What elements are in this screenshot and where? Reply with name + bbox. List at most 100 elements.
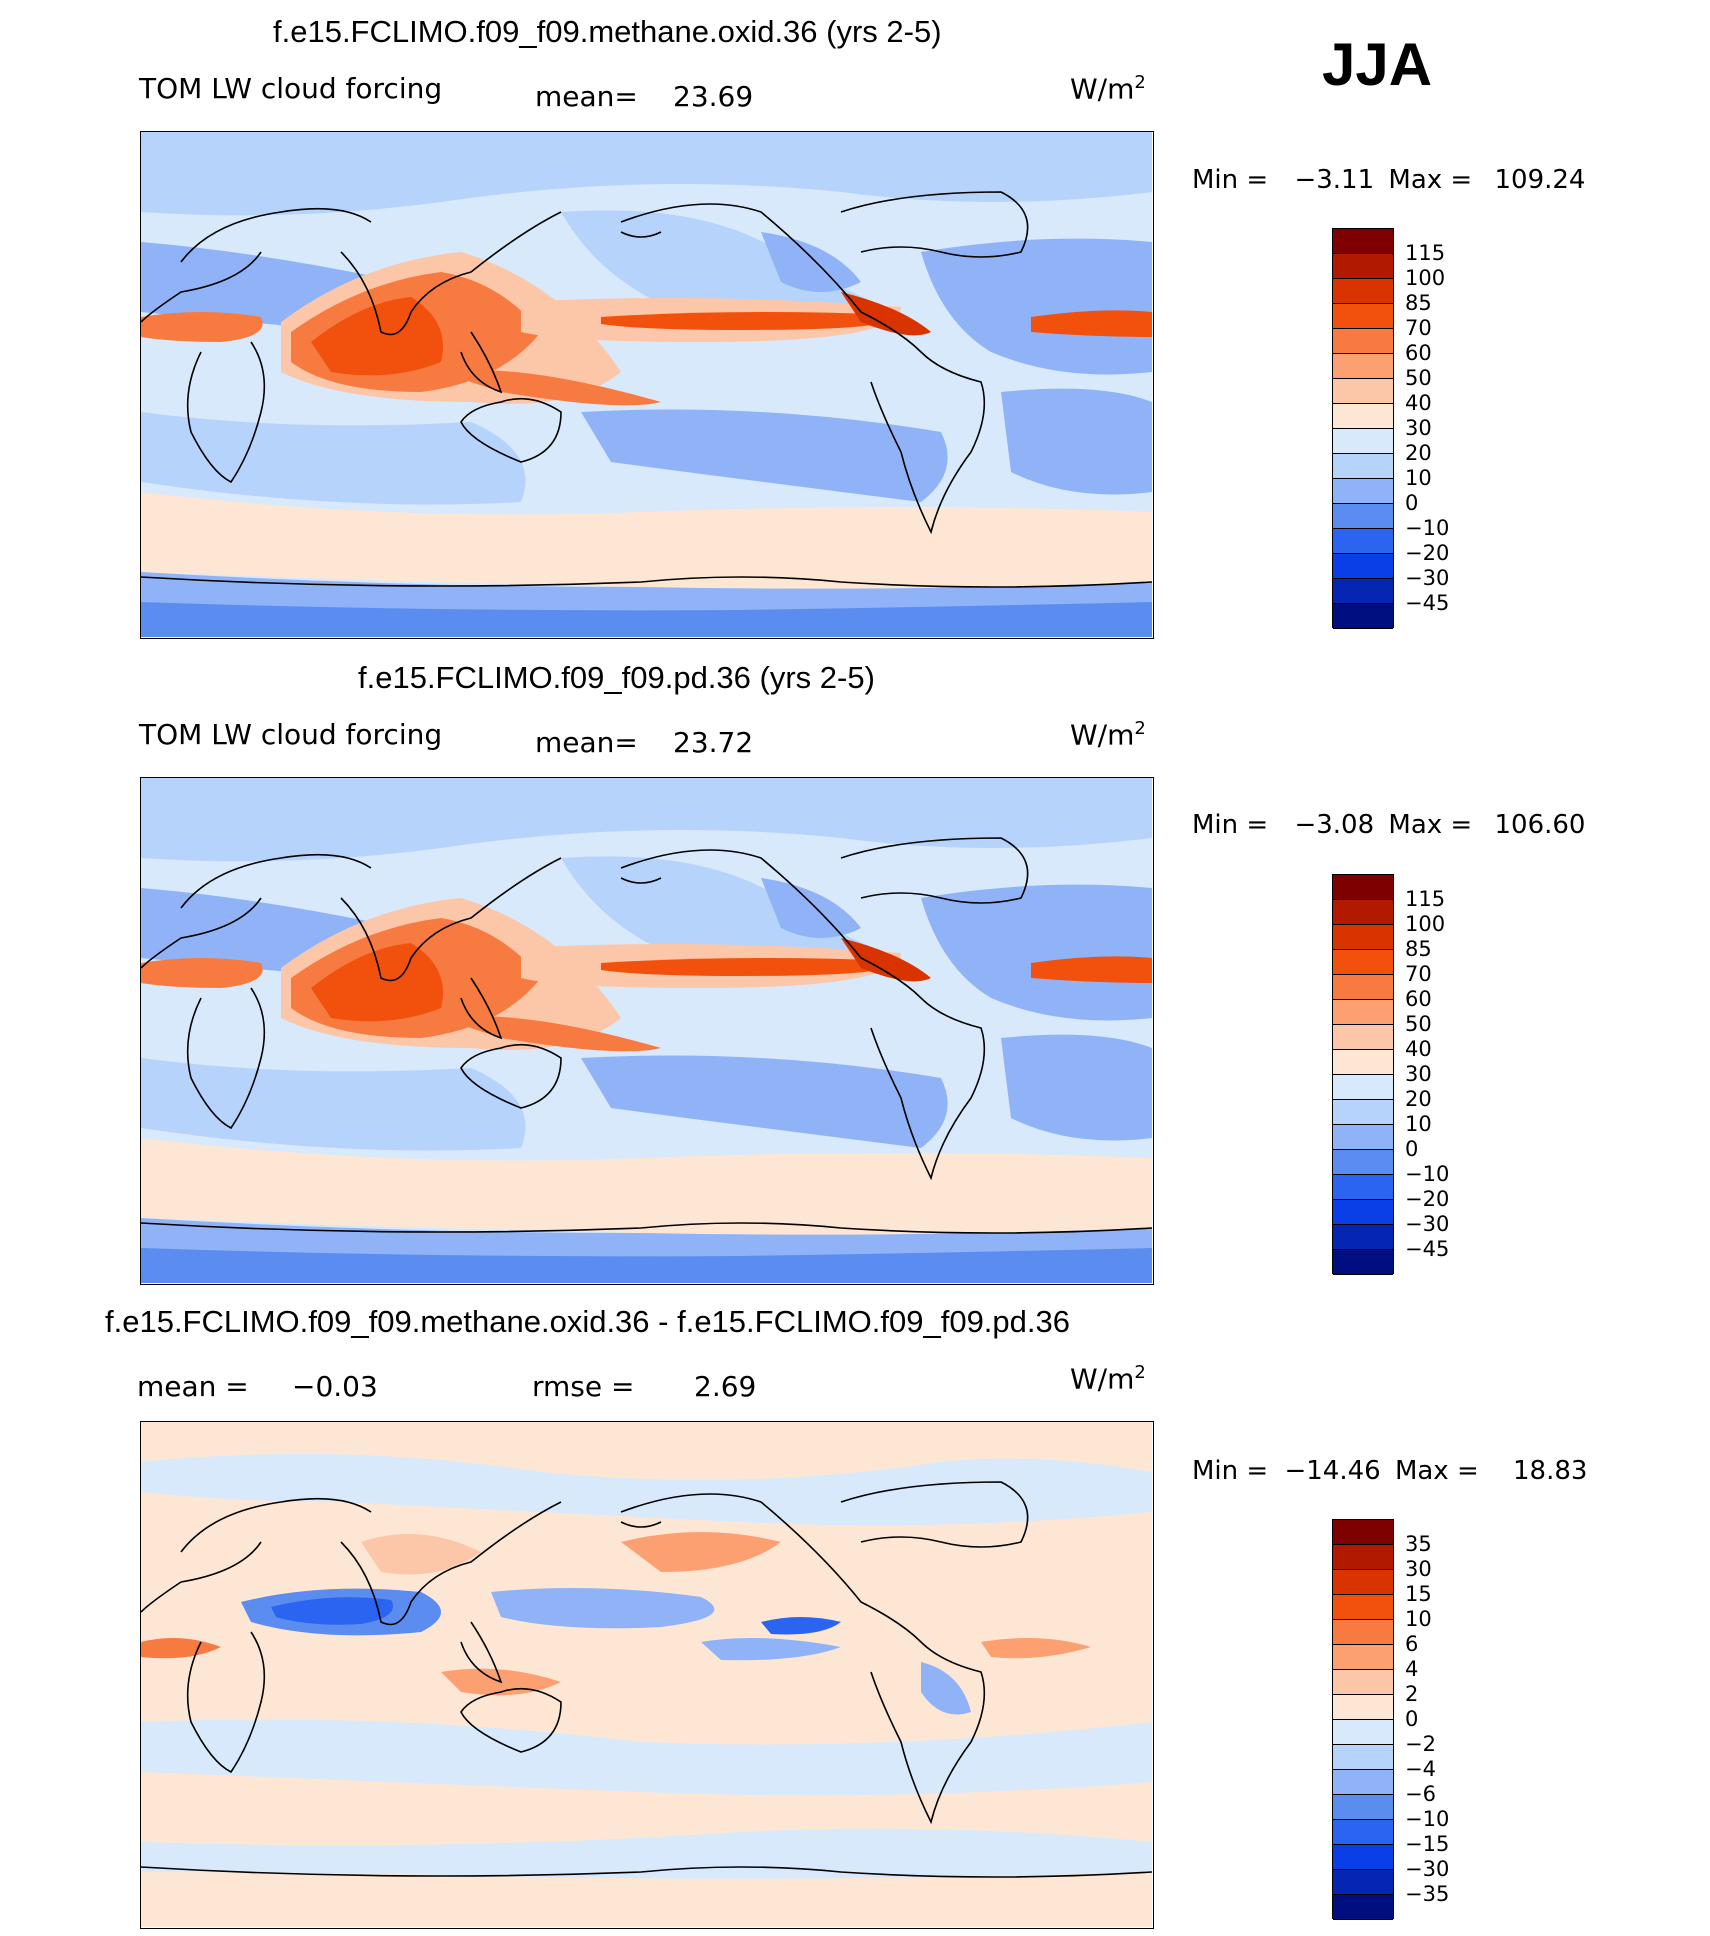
colorbar-segment xyxy=(1333,1845,1393,1870)
colorbar-segment xyxy=(1333,1225,1393,1250)
colorbar-tick-label: −15 xyxy=(1405,1832,1450,1856)
atlantic-itcz xyxy=(1031,310,1152,337)
colorbar-segment xyxy=(1333,1870,1393,1895)
southeast-pacific-blue xyxy=(581,1055,948,1148)
min-value: −14.46 xyxy=(1284,1456,1381,1486)
panel-title: f.e15.FCLIMO.f09_f09.methane.oxid.36 - f… xyxy=(105,1304,1070,1339)
colorbar-tick-label: −20 xyxy=(1405,541,1450,565)
colorbar xyxy=(1332,228,1394,629)
rmse-label: rmse = xyxy=(532,1370,635,1403)
colorbar-tick-label: 0 xyxy=(1405,1707,1419,1731)
colorbar-labels: 115 100 85 70 60 50 40 30 20 10 0 −10 −20 −30 −45 xyxy=(1405,228,1495,628)
south-indian-blue xyxy=(141,1058,526,1151)
colorbar-segment xyxy=(1333,1100,1393,1125)
colorbar-segment xyxy=(1333,950,1393,975)
colorbar-segment xyxy=(1333,354,1393,379)
colorbar-tick-label: −6 xyxy=(1405,1782,1436,1806)
colorbar xyxy=(1332,1519,1394,1920)
colorbar-labels: 35 30 15 10 6 4 2 0 −2 −4 −6 −10 −15 −30 −35 xyxy=(1405,1519,1495,1919)
diff-light-blue-3 xyxy=(141,1828,1152,1879)
colorbar-labels: 115 100 85 70 60 50 40 30 20 10 0 −10 −20 −30 −45 xyxy=(1405,874,1495,1274)
colorbar-segment xyxy=(1333,1000,1393,1025)
colorbar-tick-label: 70 xyxy=(1405,316,1432,340)
colorbar-segment xyxy=(1333,1520,1393,1545)
diff-blue-pacific-dark xyxy=(761,1617,841,1635)
colorbar-segment xyxy=(1333,1795,1393,1820)
diff-orange-5 xyxy=(981,1638,1091,1659)
pacific-itcz-orange xyxy=(601,311,901,330)
colorbar-tick-label: 35 xyxy=(1405,1532,1432,1556)
colorbar-segment xyxy=(1333,279,1393,304)
units-text: W/m xyxy=(1070,718,1135,752)
colorbar-tick-label: 85 xyxy=(1405,937,1432,961)
colorbar-segment xyxy=(1333,329,1393,354)
units-superscript: 2 xyxy=(1134,718,1146,739)
colorbar-segment xyxy=(1333,454,1393,479)
antarctic-dark xyxy=(141,1248,1152,1283)
south-indian-blue xyxy=(141,412,526,505)
units-label: W/m2 xyxy=(1070,72,1146,105)
max-value: 109.24 xyxy=(1494,165,1586,195)
diff-blue-central xyxy=(701,1638,841,1661)
diff-orange-1 xyxy=(621,1532,781,1572)
colorbar-tick-label: −10 xyxy=(1405,516,1450,540)
colorbar-tick-label: −2 xyxy=(1405,1732,1436,1756)
north-pacific-blue xyxy=(561,210,901,322)
colorbar-segment xyxy=(1333,1545,1393,1570)
colorbar-segment xyxy=(1333,975,1393,1000)
central-america-red xyxy=(841,292,931,336)
min-label: Min = xyxy=(1192,810,1269,840)
colorbar-segment xyxy=(1333,900,1393,925)
colorbar-segment xyxy=(1333,1895,1393,1920)
colorbar-segment xyxy=(1333,429,1393,454)
colorbar-tick-label: −10 xyxy=(1405,1162,1450,1186)
colorbar-tick-label: 30 xyxy=(1405,416,1432,440)
mean-value: 23.69 xyxy=(673,80,754,113)
colorbar-tick-label: −45 xyxy=(1405,1237,1450,1261)
min-value: −3.08 xyxy=(1294,810,1375,840)
mean-label: mean = xyxy=(137,1370,249,1403)
colorbar-segment xyxy=(1333,604,1393,629)
colorbar-segment xyxy=(1333,1670,1393,1695)
colorbar-tick-label: 0 xyxy=(1405,491,1419,515)
colorbar-tick-label: 6 xyxy=(1405,1632,1419,1656)
colorbar-segment xyxy=(1333,479,1393,504)
colorbar-segment xyxy=(1333,1050,1393,1075)
colorbar-tick-label: 10 xyxy=(1405,1112,1432,1136)
max-value: 106.60 xyxy=(1494,810,1586,840)
colorbar-segment xyxy=(1333,529,1393,554)
diff-blue-indian-dark xyxy=(271,1597,393,1625)
coastlines xyxy=(141,837,1152,1234)
panel-title: f.e15.FCLIMO.f09_f09.methane.oxid.36 (yr… xyxy=(273,14,942,49)
map-plot xyxy=(140,131,1154,639)
colorbar-tick-label: 115 xyxy=(1405,241,1446,265)
colorbar-segment xyxy=(1333,1720,1393,1745)
north-pacific-blue xyxy=(561,856,901,968)
south-atlantic-blue xyxy=(1001,1034,1152,1141)
colorbar-tick-label: 50 xyxy=(1405,366,1432,390)
rmse-value: 2.69 xyxy=(694,1370,757,1403)
colorbar-tick-label: −10 xyxy=(1405,1807,1450,1831)
coastlines xyxy=(141,191,1152,588)
colorbar-tick-label: 30 xyxy=(1405,1062,1432,1086)
units-label: W/m2 xyxy=(1070,718,1146,751)
colorbar-tick-label: 4 xyxy=(1405,1657,1419,1681)
colorbar-segment xyxy=(1333,1745,1393,1770)
mean-value: −0.03 xyxy=(292,1370,378,1403)
colorbar-tick-label: 50 xyxy=(1405,1012,1432,1036)
colorbar-segment xyxy=(1333,1025,1393,1050)
colorbar-tick-label: −30 xyxy=(1405,1857,1450,1881)
diff-light-blue-2 xyxy=(141,1719,1152,1796)
north-atlantic-blue xyxy=(921,884,1152,1021)
colorbar-segment xyxy=(1333,1175,1393,1200)
mean-value: 23.72 xyxy=(673,726,754,759)
colorbar-segment xyxy=(1333,504,1393,529)
colorbar-tick-label: 115 xyxy=(1405,887,1446,911)
pacific-itcz-orange xyxy=(601,957,901,976)
colorbar-segment xyxy=(1333,554,1393,579)
units-text: W/m xyxy=(1070,72,1135,106)
mean-label: mean= xyxy=(535,80,638,113)
colorbar-tick-label: 10 xyxy=(1405,466,1432,490)
atlantic-itcz xyxy=(1031,956,1152,983)
panel-title: f.e15.FCLIMO.f09_f09.pd.36 (yrs 2-5) xyxy=(358,660,875,695)
